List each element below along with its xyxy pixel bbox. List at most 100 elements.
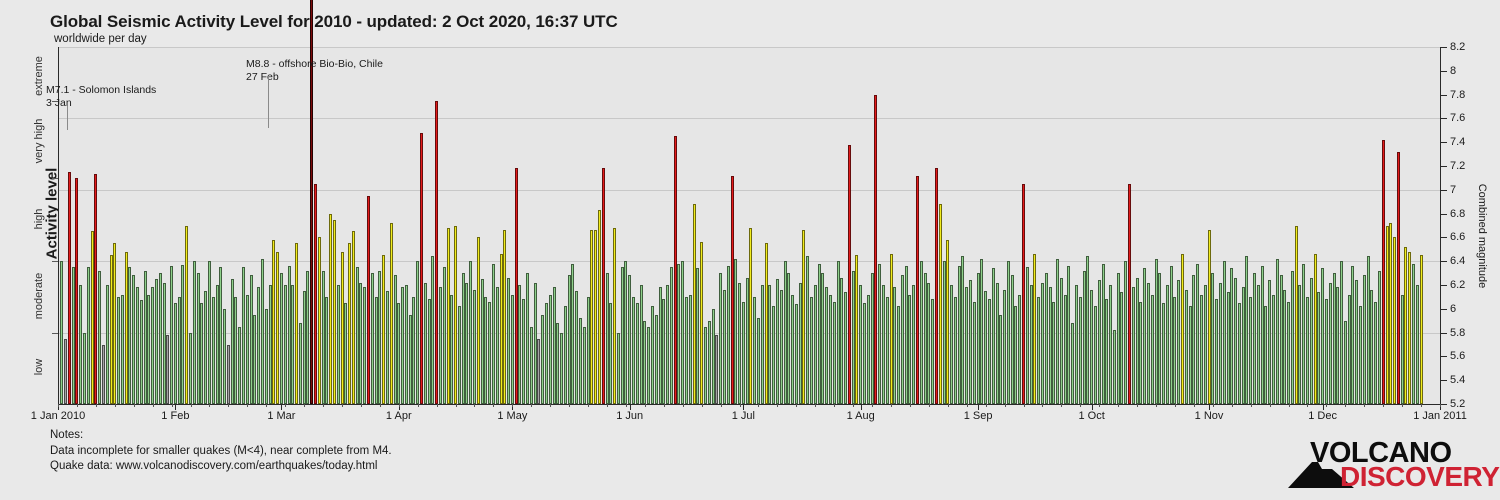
bar <box>870 273 874 404</box>
x-tick <box>1440 404 1441 410</box>
bar <box>427 299 431 404</box>
bar <box>355 267 359 404</box>
x-tick-label: 1 Feb <box>161 410 190 422</box>
gridline <box>59 47 1441 48</box>
x-tick-minor <box>607 404 608 407</box>
bar <box>571 263 575 404</box>
bar <box>272 239 276 404</box>
bar <box>1222 261 1226 404</box>
bar <box>1381 139 1385 404</box>
bar <box>177 296 181 404</box>
bar <box>787 273 791 404</box>
bar <box>806 256 810 404</box>
bar <box>1093 306 1097 404</box>
x-tick-label: 1 Jan 2011 <box>1413 410 1467 422</box>
y-tick-right <box>1441 237 1447 239</box>
bar <box>1234 277 1238 404</box>
bar <box>874 94 878 404</box>
bar <box>847 144 851 404</box>
bar <box>1393 237 1397 404</box>
bar <box>242 267 246 404</box>
x-tick <box>629 404 631 410</box>
x-tick-minor <box>966 404 968 407</box>
bar <box>681 261 685 404</box>
bar <box>1256 285 1260 404</box>
bar <box>669 267 673 404</box>
x-tick-minor <box>909 404 911 407</box>
notes-line-1: Data incomplete for smaller quakes (M<4)… <box>50 444 392 457</box>
x-tick-minor <box>1231 404 1233 407</box>
bar <box>715 334 719 404</box>
x-tick <box>743 404 745 410</box>
bar <box>1120 292 1124 404</box>
volcanodiscovery-logo[interactable]: VOLCANO DISCOVERY <box>1288 437 1500 492</box>
bar <box>404 285 408 404</box>
bar <box>798 282 802 404</box>
y-tick-right <box>1441 142 1447 144</box>
x-tick-minor <box>95 404 97 407</box>
x-tick-minor <box>834 404 836 407</box>
bar <box>1044 273 1048 404</box>
bar <box>616 332 620 404</box>
logo-text-volcano: VOLCANO <box>1310 437 1452 469</box>
bar <box>499 254 503 404</box>
y-tick-right <box>1441 285 1447 286</box>
x-tick-minor <box>285 404 287 407</box>
x-tick-minor <box>152 404 154 407</box>
bar <box>938 204 942 404</box>
bar <box>1332 273 1336 404</box>
x-tick-minor <box>1250 404 1252 407</box>
bar <box>639 285 643 404</box>
bar <box>734 258 738 404</box>
bar <box>1177 280 1181 404</box>
bar <box>757 318 760 404</box>
bar <box>1146 282 1150 404</box>
x-tick-minor <box>1174 404 1176 407</box>
y-tick-right <box>1441 166 1447 167</box>
bar <box>1162 302 1166 404</box>
notes-line-2: Quake data: www.volcanodiscovery.com/ear… <box>50 460 378 472</box>
bar <box>567 275 571 404</box>
x-tick-minor <box>1212 404 1214 407</box>
bar <box>987 299 991 404</box>
bar <box>234 296 238 404</box>
bar <box>673 136 677 404</box>
bar <box>408 314 412 404</box>
bar <box>677 263 681 404</box>
bar <box>563 306 567 404</box>
bar <box>931 299 935 404</box>
bar <box>1343 320 1347 404</box>
x-tick-minor <box>644 404 646 407</box>
x-tick-minor <box>853 404 855 407</box>
bar <box>317 237 321 404</box>
bar <box>423 282 427 404</box>
bar <box>1112 330 1116 404</box>
bar <box>457 306 461 404</box>
bar <box>90 231 94 404</box>
bar <box>893 287 897 404</box>
x-tick-minor <box>872 404 874 407</box>
y-tick-right <box>1441 261 1447 263</box>
bar <box>802 230 806 404</box>
x-tick-label: 1 Jul <box>731 410 755 422</box>
bar <box>1086 256 1090 404</box>
bar <box>980 258 984 404</box>
bar <box>605 273 609 404</box>
x-tick-minor <box>341 404 343 407</box>
x-tick-minor <box>796 404 798 407</box>
x-tick-minor <box>1156 404 1158 407</box>
x-tick-minor <box>531 404 533 407</box>
bar <box>1131 287 1135 404</box>
bar <box>1275 258 1279 404</box>
notes-block: Notes: Data incomplete for smaller quake… <box>50 428 392 475</box>
bar <box>976 273 980 404</box>
y-tick-left <box>52 261 58 263</box>
bar <box>469 261 473 404</box>
bar <box>738 282 742 404</box>
bar <box>855 255 859 404</box>
x-tick <box>398 404 400 410</box>
bar <box>844 292 848 404</box>
y-tick-right <box>1441 308 1447 310</box>
bar <box>431 256 435 404</box>
y-axis-title-right: Combined magnitude <box>1476 183 1488 289</box>
